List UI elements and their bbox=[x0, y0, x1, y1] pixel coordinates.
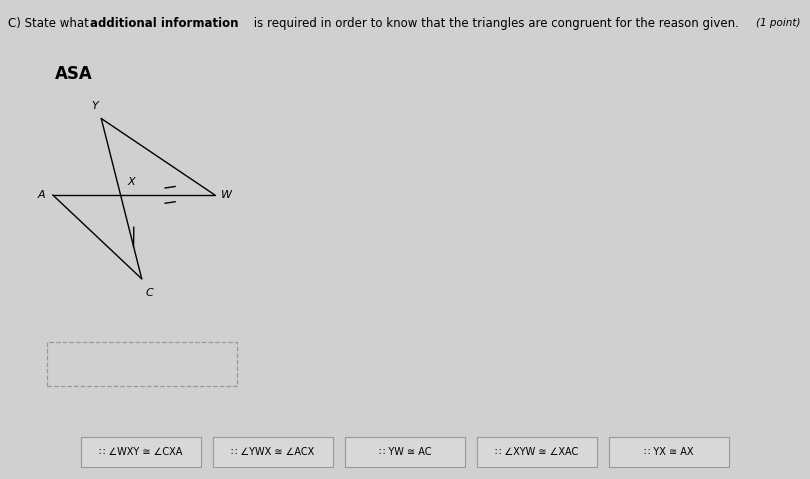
Text: W: W bbox=[220, 190, 232, 200]
Bar bbox=[609, 436, 729, 467]
Text: ASA: ASA bbox=[55, 65, 93, 83]
Text: is required in order to know that the triangles are congruent for the reason giv: is required in order to know that the tr… bbox=[250, 17, 739, 30]
Text: additional information: additional information bbox=[90, 17, 238, 30]
Text: A: A bbox=[38, 190, 45, 200]
Text: C: C bbox=[146, 288, 154, 298]
Text: ∷ ∠WXY ≅ ∠CXA: ∷ ∠WXY ≅ ∠CXA bbox=[100, 447, 183, 457]
Text: C) State what: C) State what bbox=[8, 17, 92, 30]
Text: ∷ YX ≅ AX: ∷ YX ≅ AX bbox=[644, 447, 693, 457]
Bar bbox=[81, 436, 201, 467]
Bar bbox=[477, 436, 597, 467]
Text: ∷ ∠XYW ≅ ∠XAC: ∷ ∠XYW ≅ ∠XAC bbox=[496, 447, 578, 457]
Bar bbox=[345, 436, 465, 467]
Text: ∷ ∠YWX ≅ ∠ACX: ∷ ∠YWX ≅ ∠ACX bbox=[232, 447, 314, 457]
Text: X: X bbox=[127, 177, 135, 187]
Bar bbox=[213, 436, 333, 467]
Text: (1 point): (1 point) bbox=[756, 18, 800, 28]
Text: ∷ YW ≅ AC: ∷ YW ≅ AC bbox=[379, 447, 431, 457]
Bar bbox=[47, 342, 237, 386]
Text: Y: Y bbox=[92, 101, 98, 111]
